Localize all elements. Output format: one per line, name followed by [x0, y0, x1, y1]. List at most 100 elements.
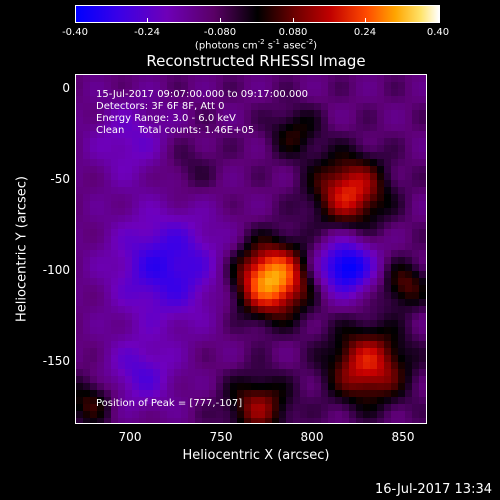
heatmap-cell	[125, 75, 132, 82]
heatmap-cell	[97, 222, 104, 229]
heatmap-cell	[412, 222, 419, 229]
heatmap-cell	[139, 159, 146, 166]
heatmap-cell	[419, 89, 426, 96]
heatmap-cell	[286, 166, 293, 173]
heatmap-cell	[181, 138, 188, 145]
heatmap-cell	[230, 411, 237, 418]
heatmap-cell	[286, 131, 293, 138]
heatmap-cell	[335, 355, 342, 362]
heatmap-cell	[244, 320, 251, 327]
heatmap-cell	[209, 110, 216, 117]
heatmap-cell	[363, 194, 370, 201]
heatmap-cell	[223, 82, 230, 89]
heatmap-cell	[83, 369, 90, 376]
heatmap-cell	[146, 201, 153, 208]
heatmap-cell	[139, 152, 146, 159]
heatmap-cell	[398, 152, 405, 159]
heatmap-cell	[167, 103, 174, 110]
heatmap-cell	[293, 411, 300, 418]
heatmap-cell	[174, 264, 181, 271]
heatmap-cell	[83, 418, 90, 423]
heatmap-cell	[188, 89, 195, 96]
heatmap-cell	[230, 222, 237, 229]
heatmap-cell	[384, 348, 391, 355]
heatmap-cell	[188, 159, 195, 166]
heatmap-cell	[160, 299, 167, 306]
heatmap-cell	[104, 320, 111, 327]
heatmap-cell	[244, 215, 251, 222]
heatmap-cell	[314, 82, 321, 89]
heatmap-cell	[125, 215, 132, 222]
heatmap-cell	[307, 194, 314, 201]
heatmap-cell	[83, 110, 90, 117]
heatmap-cell	[76, 229, 83, 236]
heatmap-cell	[377, 355, 384, 362]
heatmap-cell	[300, 271, 307, 278]
heatmap-cell	[377, 271, 384, 278]
heatmap-cell	[377, 82, 384, 89]
heatmap-cell	[174, 383, 181, 390]
heatmap-cell	[202, 341, 209, 348]
heatmap-cell	[258, 320, 265, 327]
heatmap-cell	[356, 362, 363, 369]
heatmap-cell	[181, 152, 188, 159]
heatmap-cell	[139, 250, 146, 257]
heatmap-cell	[146, 320, 153, 327]
heatmap-cell	[377, 292, 384, 299]
heatmap-cell	[195, 383, 202, 390]
heatmap-cell	[293, 243, 300, 250]
heatmap-cell	[139, 278, 146, 285]
heatmap-cell	[265, 264, 272, 271]
heatmap-cell	[377, 187, 384, 194]
heatmap-cell	[209, 96, 216, 103]
heatmap-cell	[202, 75, 209, 82]
heatmap-cell	[356, 243, 363, 250]
heatmap-cell	[174, 299, 181, 306]
heatmap-cell	[356, 411, 363, 418]
heatmap-cell	[307, 180, 314, 187]
heatmap-cell	[237, 187, 244, 194]
heatmap-cell	[216, 306, 223, 313]
heatmap-cell	[118, 187, 125, 194]
heatmap-cell	[230, 194, 237, 201]
heatmap-cell	[300, 292, 307, 299]
heatmap-cell	[328, 292, 335, 299]
heatmap-cell	[272, 222, 279, 229]
heatmap-cell	[300, 250, 307, 257]
heatmap-cell	[384, 208, 391, 215]
heatmap-cell	[237, 201, 244, 208]
heatmap-cell	[286, 103, 293, 110]
heatmap-cell	[146, 152, 153, 159]
heatmap-cell	[97, 187, 104, 194]
heatmap-cell	[146, 418, 153, 423]
heatmap-cell	[335, 348, 342, 355]
heatmap-cell	[258, 383, 265, 390]
heatmap-cell	[132, 348, 139, 355]
heatmap-cell	[349, 208, 356, 215]
heatmap-cell	[111, 341, 118, 348]
heatmap-cell	[265, 215, 272, 222]
x-axis-label: Heliocentric X (arcsec)	[182, 448, 330, 463]
heatmap-cell	[237, 257, 244, 264]
heatmap-cell	[342, 390, 349, 397]
heatmap-cell	[377, 229, 384, 236]
heatmap-cell	[398, 264, 405, 271]
heatmap-cell	[328, 397, 335, 404]
heatmap-cell	[118, 145, 125, 152]
heatmap-cell	[153, 292, 160, 299]
heatmap-cell	[209, 362, 216, 369]
heatmap-cell	[279, 376, 286, 383]
heatmap-cell	[209, 208, 216, 215]
heatmap-cell	[412, 187, 419, 194]
heatmap-cell	[412, 236, 419, 243]
heatmap-cell	[335, 369, 342, 376]
heatmap-cell	[83, 166, 90, 173]
heatmap-cell	[209, 82, 216, 89]
heatmap-cell	[132, 159, 139, 166]
heatmap-cell	[160, 313, 167, 320]
heatmap-cell	[125, 369, 132, 376]
heatmap-cell	[83, 152, 90, 159]
heatmap-cell	[209, 369, 216, 376]
heatmap-cell	[104, 173, 111, 180]
heatmap-cell	[405, 82, 412, 89]
